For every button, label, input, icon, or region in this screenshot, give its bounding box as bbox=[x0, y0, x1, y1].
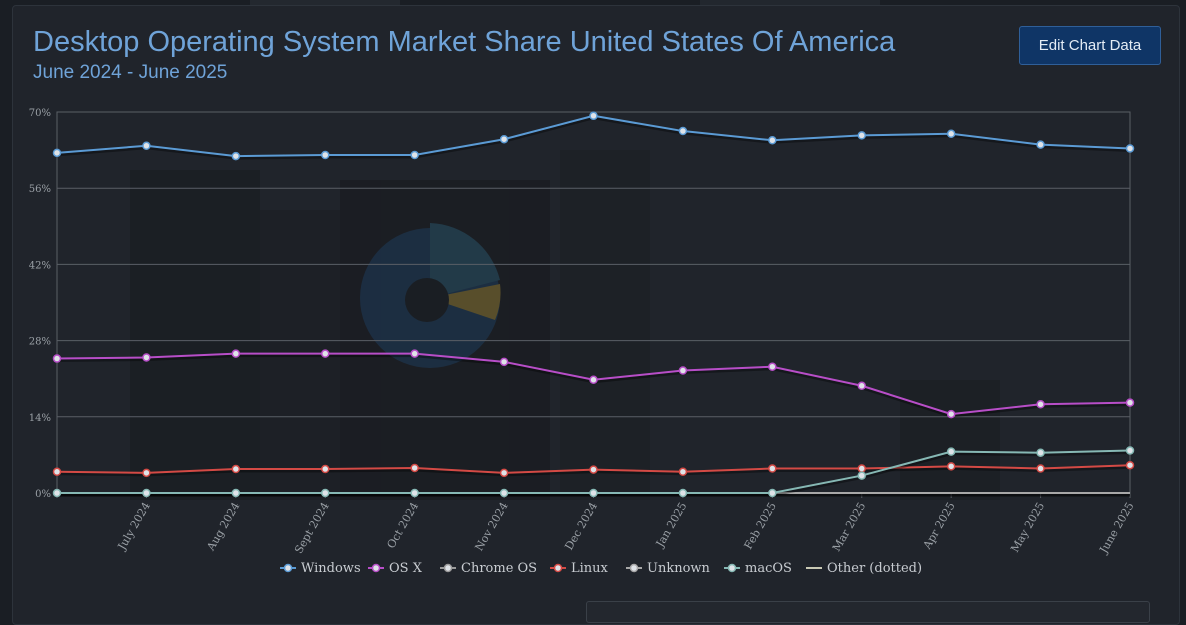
x-tick-label: Feb 2025 bbox=[742, 500, 779, 552]
legend-swatch-marker bbox=[371, 563, 381, 573]
data-point-windows bbox=[52, 148, 62, 158]
y-tick-label: 14% bbox=[29, 413, 51, 424]
data-point-os-x bbox=[678, 366, 688, 375]
y-tick-label: 28% bbox=[29, 337, 51, 348]
statcounter-watermark bbox=[360, 223, 501, 368]
edit-chart-data-button[interactable]: Edit Chart Data bbox=[1019, 26, 1161, 65]
data-point-windows bbox=[857, 131, 866, 140]
x-tick-label: Oct 2024 bbox=[384, 500, 421, 551]
legend-item-other-dotted[interactable]: Other (dotted) bbox=[806, 561, 922, 576]
data-point-windows bbox=[946, 129, 956, 139]
legend-item-windows[interactable]: Windows bbox=[280, 561, 361, 576]
chart-background-decor bbox=[130, 150, 1000, 500]
data-point-macos bbox=[321, 488, 330, 498]
data-point-linux bbox=[410, 463, 419, 473]
y-tick-label: 70% bbox=[29, 108, 51, 119]
data-point-macos bbox=[142, 488, 151, 498]
data-point-windows bbox=[321, 150, 330, 160]
x-tick-label: Sept 2024 bbox=[292, 500, 332, 556]
x-tick-label: July 2024 bbox=[115, 500, 153, 553]
data-point-linux bbox=[1125, 460, 1135, 470]
x-tick-label: Jan 2025 bbox=[653, 500, 690, 550]
data-point-macos bbox=[231, 488, 241, 498]
data-point-linux bbox=[142, 468, 151, 478]
legend-item-os-x[interactable]: OS X bbox=[368, 561, 423, 576]
line-chart: 0% 14% 28% 42% 56% 70% July 2024 Aug 2024 Sept 2… bbox=[29, 108, 1137, 576]
data-point-linux bbox=[857, 464, 866, 473]
data-point-macos bbox=[1036, 448, 1045, 457]
data-point-macos bbox=[678, 488, 688, 498]
data-point-linux bbox=[321, 464, 330, 474]
x-tick-label: Mar 2025 bbox=[830, 500, 869, 554]
data-point-os-x bbox=[321, 349, 330, 358]
data-point-os-x bbox=[410, 349, 419, 358]
data-point-os-x bbox=[589, 375, 598, 385]
data-point-os-x bbox=[1125, 398, 1135, 407]
x-tick-label: Aug 2024 bbox=[204, 500, 243, 554]
legend-label: Linux bbox=[571, 561, 609, 576]
data-point-macos bbox=[1125, 446, 1135, 455]
legend-label: Other (dotted) bbox=[827, 561, 922, 576]
data-point-windows bbox=[1036, 140, 1045, 149]
x-tick-label: June 2025 bbox=[1097, 500, 1137, 556]
data-point-windows bbox=[1125, 144, 1135, 153]
data-point-os-x bbox=[1036, 400, 1045, 409]
data-point-linux bbox=[231, 464, 241, 474]
data-point-windows bbox=[231, 151, 241, 161]
x-tick-label: Nov 2024 bbox=[472, 500, 510, 553]
legend-swatch-marker bbox=[553, 563, 563, 573]
data-point-os-x bbox=[499, 357, 509, 367]
y-tick-label: 56% bbox=[29, 184, 51, 195]
data-point-macos bbox=[589, 488, 598, 498]
data-point-macos bbox=[410, 488, 419, 498]
data-point-linux bbox=[678, 467, 688, 477]
legend-swatch-marker bbox=[629, 563, 639, 573]
data-point-os-x bbox=[142, 353, 151, 362]
data-point-os-x bbox=[946, 409, 956, 419]
legend-label: OS X bbox=[389, 561, 423, 576]
data-point-windows bbox=[589, 111, 598, 121]
date-range-subtitle: June 2024 - June 2025 bbox=[33, 62, 228, 83]
data-point-windows bbox=[142, 141, 151, 150]
data-point-os-x bbox=[857, 381, 866, 391]
data-point-linux bbox=[52, 467, 62, 477]
data-point-macos bbox=[857, 471, 866, 480]
data-point-macos bbox=[946, 447, 956, 456]
data-point-windows bbox=[768, 136, 777, 145]
data-point-windows bbox=[678, 126, 688, 136]
data-point-os-x bbox=[768, 362, 777, 371]
data-point-linux bbox=[1036, 464, 1045, 473]
legend-label: macOS bbox=[745, 561, 792, 576]
legend-swatch-marker bbox=[283, 563, 293, 573]
legend-item-linux[interactable]: Linux bbox=[550, 561, 609, 576]
data-point-linux bbox=[499, 468, 509, 478]
legend-label: Unknown bbox=[647, 561, 711, 576]
x-tick-label: May 2025 bbox=[1008, 500, 1047, 555]
data-point-macos bbox=[768, 488, 777, 498]
data-point-os-x bbox=[231, 349, 241, 358]
legend-item-unknown[interactable]: Unknown bbox=[626, 561, 711, 576]
data-point-linux bbox=[589, 465, 598, 474]
y-tick-label: 0% bbox=[35, 489, 51, 500]
data-point-macos bbox=[52, 488, 62, 498]
legend-label: Windows bbox=[301, 561, 361, 576]
y-tick-label: 42% bbox=[29, 260, 51, 271]
legend-swatch-marker bbox=[443, 563, 453, 573]
legend-item-macos[interactable]: macOS bbox=[724, 561, 792, 576]
data-point-linux bbox=[768, 464, 777, 473]
legend-swatch-marker bbox=[727, 563, 737, 573]
data-point-os-x bbox=[52, 354, 62, 363]
data-point-windows bbox=[499, 134, 509, 144]
data-point-linux bbox=[946, 462, 956, 471]
data-point-windows bbox=[410, 150, 419, 160]
x-tick-label: Dec 2024 bbox=[562, 500, 600, 552]
legend-label: Chrome OS bbox=[461, 561, 537, 576]
data-point-macos bbox=[499, 488, 509, 498]
page-title: Desktop Operating System Market Share Un… bbox=[33, 26, 896, 58]
bottom-panel bbox=[586, 601, 1150, 623]
x-tick-label: Apr 2025 bbox=[920, 500, 958, 552]
legend-item-chrome-os[interactable]: Chrome OS bbox=[440, 561, 537, 576]
